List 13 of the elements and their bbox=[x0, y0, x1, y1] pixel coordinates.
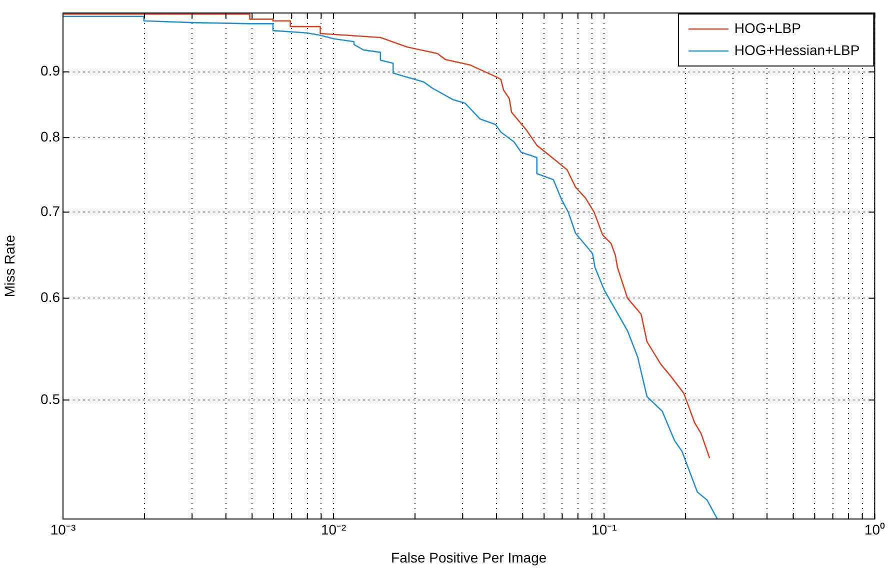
y-tick-label: 0.9 bbox=[40, 62, 60, 79]
x-tick-label: 10⁻³ bbox=[50, 521, 76, 538]
y-tick-label: 0.7 bbox=[40, 202, 60, 219]
y-axis-title: Miss Rate bbox=[1, 234, 18, 298]
legend-label: HOG+Hessian+LBP bbox=[734, 42, 860, 58]
y-tick-label: 0.5 bbox=[40, 390, 60, 407]
x-tick-label: 10⁰ bbox=[864, 521, 886, 538]
x-tick-label: 10⁻¹ bbox=[592, 521, 618, 538]
legend-label: HOG+LBP bbox=[734, 20, 801, 36]
y-tick-label: 0.6 bbox=[40, 289, 60, 306]
x-tick-label: 10⁻² bbox=[320, 521, 347, 538]
y-tick-label: 0.8 bbox=[40, 128, 60, 144]
x-axis-title: False Positive Per Image bbox=[391, 549, 547, 566]
